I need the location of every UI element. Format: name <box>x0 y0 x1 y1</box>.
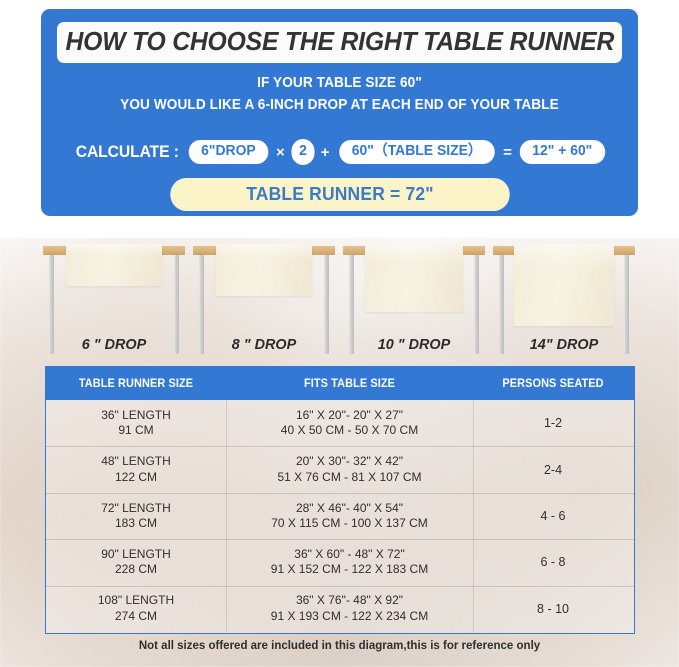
calc-pill-table-size: 60"（TABLE SIZE） <box>338 140 494 164</box>
runner-size-cm: 228 CM <box>114 562 158 577</box>
cell-runner-size: 72" LENGTH 183 CM <box>46 501 226 532</box>
table-leg-left <box>199 255 204 354</box>
fits-cm: 51 X 76 CM - 81 X 107 CM <box>277 469 422 484</box>
table-header-persons-seated: PERSONS SEATED <box>502 377 604 390</box>
cell-fits-table-size: 28" X 46"- 40" X 54" 70 X 115 CM - 100 X… <box>226 501 473 532</box>
cell-fits-table-size: 20" X 30"- 32" X 42" 51 X 76 CM - 81 X 1… <box>226 454 473 485</box>
cell-persons-seated: 2-4 <box>543 462 563 477</box>
runner-size-cm: 274 CM <box>114 608 158 623</box>
size-chart-table: TABLE RUNNER SIZE FITS TABLE SIZE PERSON… <box>45 366 635 634</box>
drop-label: 10 " DROP <box>377 336 451 353</box>
fits-inches: 36" X 60" - 48" X 72" <box>294 547 405 561</box>
table-header-fits-table-size: FITS TABLE SIZE <box>303 377 396 390</box>
table-leg-right <box>474 255 479 354</box>
runner-size-inches: 108" LENGTH <box>97 593 175 608</box>
table-row: 72" LENGTH 183 CM 28" X 46"- 40" X 54" 7… <box>46 492 634 539</box>
table-header-row: TABLE RUNNER SIZE FITS TABLE SIZE PERSON… <box>46 367 634 400</box>
drop-label: 14" DROP <box>529 336 599 353</box>
drop-label: 6 " DROP <box>81 336 147 353</box>
calc-pill-multiplier: 2 <box>291 139 315 165</box>
table-leg-right <box>624 255 629 354</box>
fits-inches: 36" X 76"- 48" X 92" <box>295 593 404 608</box>
runner-size-inches: 90" LENGTH <box>101 547 171 561</box>
table-runner-result-pill: TABLE RUNNER = 72" <box>169 178 510 211</box>
cell-runner-size: 36" LENGTH 91 CM <box>46 408 226 439</box>
runner-cloth <box>216 244 312 296</box>
table-header-runner-size: TABLE RUNNER SIZE <box>78 377 194 390</box>
runner-size-inches: 36" LENGTH <box>101 407 171 422</box>
footnote-text: Not all sizes offered are included in th… <box>138 640 541 652</box>
table-body: 36" LENGTH 91 CM 16" X 20"- 20" X 27" 40… <box>46 400 634 632</box>
runner-size-cm: 183 CM <box>114 515 158 530</box>
column-divider-1 <box>226 400 227 632</box>
drop-illustrations: 6 " DROP 8 " DROP 10 " DROP 14" DROP <box>41 232 638 354</box>
calculation-row: CALCULATE : 6"DROP × 2 + 60"（TABLE SIZE）… <box>41 137 638 167</box>
cell-runner-size: 48" LENGTH 122 CM <box>46 454 226 485</box>
cell-runner-size: 90" LENGTH 228 CM <box>46 547 226 578</box>
fits-inches: 16" X 20"- 20" X 27" <box>295 407 404 422</box>
runner-size-cm: 122 CM <box>114 469 158 484</box>
drop-figure-14in: 14" DROP <box>491 232 637 354</box>
calculate-label: CALCULATE : <box>75 142 179 161</box>
runner-cloth <box>66 244 162 286</box>
calc-pill-drop: 6"DROP <box>188 140 269 164</box>
fits-inches: 28" X 46"- 40" X 54" <box>295 500 404 515</box>
subtitle-line-2: YOU WOULD LIKE A 6-INCH DROP AT EACH END… <box>120 97 559 113</box>
calc-operator-multiply: × <box>276 143 285 161</box>
table-row: 48" LENGTH 122 CM 20" X 30"- 32" X 42" 5… <box>46 446 634 492</box>
runner-cloth <box>514 244 614 326</box>
runner-size-cm: 91 CM <box>118 423 154 438</box>
runner-cloth <box>365 244 463 312</box>
cell-fits-table-size: 36" X 60" - 48" X 72" 91 X 152 CM - 122 … <box>226 547 473 578</box>
calc-operator-equals: = <box>503 143 512 161</box>
fits-cm: 91 X 193 CM - 122 X 234 CM <box>270 608 429 623</box>
drop-figure-6in: 6 " DROP <box>41 232 187 354</box>
cell-persons-seated: 8 - 10 <box>537 601 569 616</box>
table-row: 36" LENGTH 91 CM 16" X 20"- 20" X 27" 40… <box>46 400 634 446</box>
drop-figure-10in: 10 " DROP <box>341 232 487 354</box>
runner-size-inches: 72" LENGTH <box>101 500 171 515</box>
result-pill-wrapper: TABLE RUNNER = 72" <box>41 178 638 211</box>
calc-operator-plus: + <box>320 143 330 161</box>
cell-runner-size: 108" LENGTH 274 CM <box>46 593 226 624</box>
table-leg-right <box>324 255 329 354</box>
cell-persons-seated: 4 - 6 <box>540 508 566 523</box>
calc-pill-result: 12" + 60" <box>519 140 605 164</box>
header-panel: HOW TO CHOOSE THE RIGHT TABLE RUNNER IF … <box>41 9 638 216</box>
column-divider-2 <box>473 400 474 632</box>
cell-fits-table-size: 16" X 20"- 20" X 27" 40 X 50 CM - 50 X 7… <box>226 408 473 439</box>
fits-cm: 70 X 115 CM - 100 X 137 CM <box>271 515 428 530</box>
subtitle-line-1: IF YOUR TABLE SIZE 60" <box>257 75 422 91</box>
fits-cm: 91 X 152 CM - 122 X 183 CM <box>270 562 429 577</box>
table-leg-right <box>174 255 179 354</box>
table-leg-left <box>349 255 354 354</box>
cell-fits-table-size: 36" X 76"- 48" X 92" 91 X 193 CM - 122 X… <box>226 593 473 624</box>
table-leg-left <box>49 255 54 354</box>
page-title: HOW TO CHOOSE THE RIGHT TABLE RUNNER <box>65 28 614 56</box>
drop-label: 8 " DROP <box>231 336 297 353</box>
runner-size-inches: 48" LENGTH <box>101 454 171 469</box>
cell-persons-seated: 1-2 <box>543 416 563 431</box>
title-plate: HOW TO CHOOSE THE RIGHT TABLE RUNNER <box>57 22 622 63</box>
fits-inches: 20" X 30"- 32" X 42" <box>295 454 404 469</box>
drop-figure-8in: 8 " DROP <box>191 232 337 354</box>
table-leg-left <box>499 255 504 354</box>
fits-cm: 40 X 50 CM - 50 X 70 CM <box>280 423 419 438</box>
table-row: 90" LENGTH 228 CM 36" X 60" - 48" X 72" … <box>46 539 634 585</box>
cell-persons-seated: 6 - 8 <box>540 555 566 570</box>
table-row: 108" LENGTH 274 CM 36" X 76"- 48" X 92" … <box>46 585 634 632</box>
